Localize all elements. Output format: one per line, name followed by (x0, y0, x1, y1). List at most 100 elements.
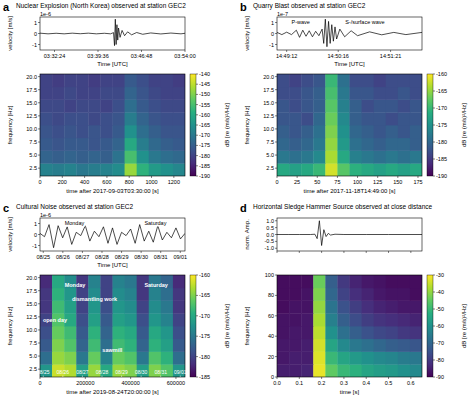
tick-label: 14:50:16 (328, 53, 349, 59)
cell (88, 74, 100, 87)
cell (149, 288, 161, 301)
cell (76, 125, 88, 138)
tick (196, 104, 198, 105)
cell (325, 87, 337, 100)
cell (313, 138, 325, 151)
cell (410, 352, 422, 365)
cell (386, 313, 398, 326)
cell (137, 313, 149, 326)
label-patch (143, 220, 167, 227)
tick (196, 176, 198, 177)
cell (374, 275, 386, 288)
tick (196, 125, 198, 126)
tick (275, 155, 277, 156)
tick (397, 176, 398, 178)
cell (289, 301, 301, 314)
cell (398, 138, 410, 151)
tick (38, 128, 40, 129)
tick (180, 376, 181, 378)
cell (362, 339, 374, 352)
tick-label: -185 (199, 374, 210, 380)
cell (374, 301, 386, 314)
tick-label: 0 (271, 31, 274, 37)
cell (337, 100, 349, 113)
cell (137, 301, 149, 314)
cell (277, 288, 289, 301)
cell (149, 87, 161, 100)
cell (277, 87, 289, 100)
tick (38, 22, 40, 23)
cell (386, 138, 398, 151)
panel-letter: c (3, 202, 9, 214)
cell (362, 100, 374, 113)
tick (62, 176, 63, 178)
cell (149, 313, 161, 326)
cell (125, 163, 137, 176)
tick-label: 03:39:36 (87, 53, 108, 59)
tick (275, 356, 277, 357)
tick-label: 0 (34, 31, 37, 37)
tick-label: 20.0 (26, 74, 37, 80)
cell (325, 100, 337, 113)
tick-label: -160 (436, 71, 447, 77)
cell (277, 275, 289, 288)
cell (137, 339, 149, 352)
tick-label: -160 (199, 272, 210, 278)
cell (173, 125, 185, 138)
tick-label: 0 (275, 179, 278, 185)
cell (350, 301, 362, 314)
colorbar (427, 74, 433, 176)
tick-label: -145 (199, 81, 210, 87)
date-label: 08/27 (76, 369, 89, 375)
cell (289, 163, 301, 176)
cell (362, 364, 374, 377)
frame (277, 218, 422, 251)
date-label: 08/26 (57, 369, 70, 375)
tick (337, 176, 338, 178)
cell (113, 112, 125, 125)
cell (100, 138, 112, 151)
waveform-group (277, 221, 422, 246)
tick (185, 50, 186, 52)
tick (38, 277, 40, 278)
cell (149, 339, 161, 352)
cell (149, 112, 161, 125)
tick-label: 175 (413, 179, 422, 185)
cell (161, 125, 173, 138)
cell (125, 352, 137, 365)
cell (76, 301, 88, 314)
cell (301, 87, 313, 100)
tick (160, 251, 161, 253)
cell (277, 138, 289, 151)
axis-title: dB [re (m/s)²/Hz] (224, 103, 230, 147)
cell (64, 301, 76, 314)
cell (313, 339, 325, 352)
tick (366, 251, 367, 253)
cell (337, 313, 349, 326)
tick (130, 377, 131, 379)
cell (76, 151, 88, 164)
tick-label: 125 (373, 179, 382, 185)
tick (62, 376, 63, 378)
cell (125, 74, 137, 87)
tick (106, 176, 107, 178)
tick (388, 377, 389, 379)
tick (433, 108, 435, 109)
cell (161, 326, 173, 339)
cell (113, 138, 125, 151)
waveform (40, 19, 185, 45)
tick (151, 176, 152, 178)
tick-label: 20.0 (26, 275, 37, 281)
spectrogram-group (277, 275, 422, 377)
cell (350, 163, 362, 176)
cell (125, 100, 137, 113)
tick-label: 0.2 (318, 380, 326, 386)
cell (173, 112, 185, 125)
cell (64, 138, 76, 151)
tick (433, 343, 435, 344)
tick-label: 10.0 (263, 126, 274, 132)
tick (38, 356, 40, 357)
cell (88, 112, 100, 125)
cell (313, 100, 325, 113)
cell (137, 288, 149, 301)
